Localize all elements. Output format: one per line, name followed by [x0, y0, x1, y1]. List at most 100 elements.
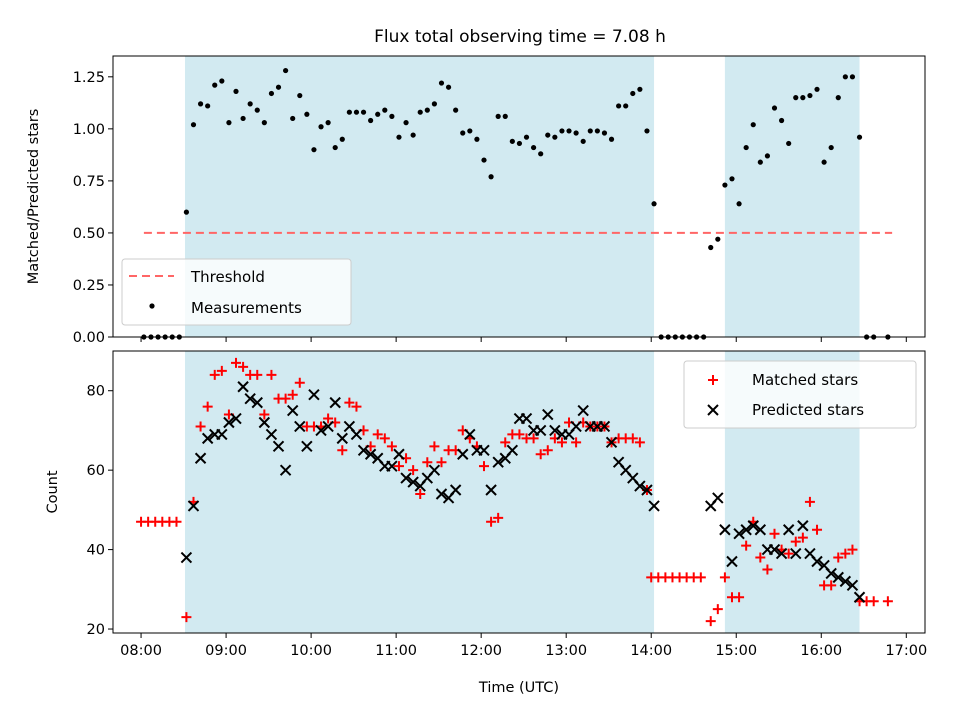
predicted-star-point	[605, 436, 618, 449]
x-tick-label: 12:00	[460, 643, 502, 659]
y-tick-label: 0.25	[73, 278, 105, 294]
matched-star-point	[238, 361, 249, 372]
predicted-star-point	[825, 567, 837, 580]
predicted-star-point	[768, 543, 781, 556]
measurement-point	[623, 103, 629, 109]
legend: Matched stars Predicted stars	[683, 360, 917, 429]
measurement-point	[523, 134, 530, 140]
measurement-point	[757, 159, 763, 165]
measurement-point	[339, 136, 345, 142]
measurement-point	[800, 95, 806, 101]
matched-star-point	[408, 465, 419, 476]
matched-star-point	[280, 393, 291, 404]
matched-star-point	[337, 445, 348, 456]
predicted-star-point	[251, 396, 263, 409]
x-tick-label: 14:00	[630, 643, 672, 659]
predicted-star-point	[329, 396, 341, 409]
predicted-star-point	[754, 524, 767, 536]
measurement-point	[226, 120, 232, 126]
matched-star-point	[712, 604, 723, 615]
measurement-point	[856, 134, 863, 140]
legend-matched-swatch	[708, 375, 718, 385]
predicted-star-point	[790, 547, 802, 560]
measurement-point	[368, 117, 374, 124]
measurement-point	[580, 138, 586, 144]
measurement-point	[417, 109, 423, 115]
y-tick-label: 0.00	[73, 330, 105, 346]
predicted-star-point	[386, 460, 398, 472]
measurement-point	[410, 132, 416, 138]
predicted-star-point	[549, 424, 561, 437]
measurement-point	[268, 90, 275, 97]
matched-star-point	[500, 437, 511, 448]
matched-star-point	[323, 413, 334, 424]
x-tick-label: 10:00	[290, 643, 332, 659]
measurement-point	[396, 134, 402, 140]
matched-star-point	[705, 616, 716, 627]
matched-star-point	[812, 524, 823, 535]
predicted-star-point	[286, 404, 299, 417]
measurement-point	[183, 209, 190, 215]
predicted-star-point	[542, 408, 554, 421]
measurement-point	[594, 128, 600, 134]
ratio-panel: 0.00 0.25 0.50 0.75 1.00 1.25 Matched/Predicte…	[26, 55, 926, 346]
matched-star-point	[542, 445, 553, 456]
predicted-star-point	[230, 412, 242, 425]
matched-star-point	[415, 488, 426, 499]
predicted-star-point	[357, 444, 370, 457]
matched-star-point	[882, 596, 893, 607]
measurement-point	[233, 88, 239, 94]
measurement-point	[743, 144, 749, 151]
measurement-point	[353, 109, 360, 115]
matched-star-point	[351, 401, 362, 412]
legend-box	[121, 258, 352, 326]
measurement-point	[821, 159, 827, 165]
predicted-star-point	[428, 464, 441, 476]
measurement-point	[247, 101, 253, 107]
y-tick-label: 20	[87, 622, 105, 638]
predicted-star-point	[733, 527, 745, 540]
measurement-point	[644, 128, 650, 134]
predicted-star-point	[336, 432, 348, 445]
measurement-point	[495, 113, 501, 119]
matched-star-point	[493, 512, 504, 523]
predicted-star-point	[364, 448, 377, 460]
measurement-point	[240, 115, 246, 122]
predicted-star-point	[393, 448, 405, 460]
predicted-star-point	[782, 524, 795, 536]
matched-star-point	[695, 572, 706, 583]
predicted-star-point	[832, 571, 844, 584]
predicted-star-point	[570, 420, 582, 433]
measurement-point	[750, 122, 756, 128]
measurement-point	[205, 103, 211, 109]
predicted-star-point	[180, 551, 193, 564]
y-axis-label: Count	[45, 470, 61, 513]
predicted-star-point	[478, 444, 490, 457]
chart-title: Flux total observing time = 7.08 h	[374, 27, 666, 47]
matched-star-point	[386, 441, 397, 452]
measurement-point	[325, 120, 331, 126]
measurement-point	[793, 95, 799, 101]
measurement-point	[403, 120, 409, 126]
x-axis-label: Time (UTC)	[478, 680, 559, 696]
x-tick-label: 09:00	[205, 643, 247, 659]
measurement-point	[474, 136, 480, 142]
legend-predicted-swatch	[707, 404, 719, 416]
measurement-point	[630, 90, 636, 97]
measurement-point	[601, 130, 608, 136]
measurement-point	[814, 86, 820, 92]
predicted-star-point	[435, 488, 448, 500]
measurement-point	[431, 101, 437, 107]
measurement-point	[297, 92, 303, 99]
matched-star-point	[741, 540, 752, 551]
predicted-star-point	[194, 452, 207, 464]
predicted-star-point	[853, 591, 866, 603]
legend-label: Matched stars	[752, 371, 858, 389]
y-tick-label: 1.25	[73, 70, 105, 86]
measurement-point	[736, 201, 742, 207]
predicted-star-point	[485, 484, 497, 496]
predicted-star-point	[223, 416, 235, 429]
predicted-star-point	[492, 456, 504, 468]
measurement-point	[424, 107, 430, 113]
matched-star-point	[571, 437, 582, 448]
